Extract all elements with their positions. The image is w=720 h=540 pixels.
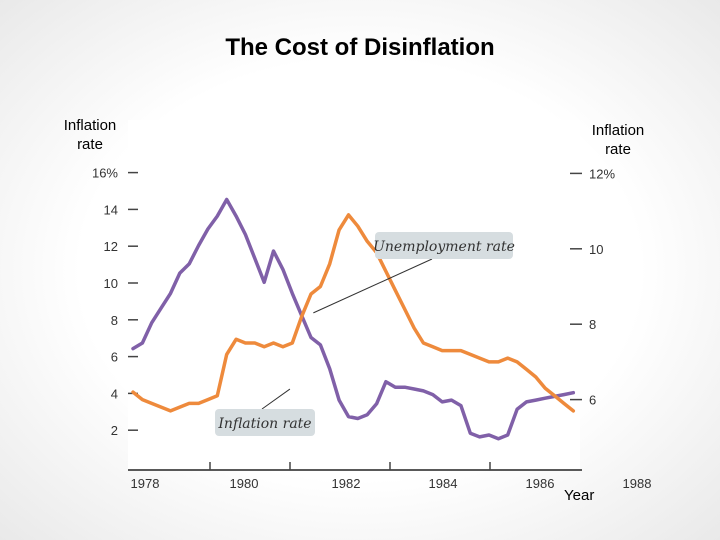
plot-area [128, 120, 580, 470]
unemployment-rate-line [131, 213, 576, 413]
annotation-label: Unemployment rate [373, 239, 515, 255]
left-tick-label: 8 [111, 313, 118, 328]
annotation-box [215, 409, 315, 436]
left-axis-title: Inflation rate [63, 117, 117, 153]
chart-title: The Cost of Disinflation [225, 34, 495, 61]
x-tick-label: 1982 [332, 476, 361, 491]
x-tick-label: 1978 [131, 476, 160, 491]
x-tick-label: 1984 [429, 476, 458, 491]
left-tick-label: 10 [104, 276, 118, 291]
annotation-leader-line [313, 258, 433, 314]
left-tick-label: 14 [104, 202, 118, 217]
left-tick-label: 6 [111, 350, 118, 365]
right-tick-label: 6 [589, 393, 596, 408]
x-tick-label: 1980 [230, 476, 259, 491]
annotation-box [375, 232, 513, 259]
right-tick-label: 8 [589, 317, 596, 332]
right-tick-label: 10 [589, 242, 603, 257]
annotation-leader-line [261, 388, 291, 410]
x-tick-label: 1988 [623, 476, 652, 491]
left-tick-label: 12 [104, 239, 118, 254]
left-tick-label: 16% [92, 166, 118, 181]
x-tick-label: 1986 [526, 476, 555, 491]
right-axis-title: Inflation rate [591, 122, 645, 158]
annotation-label: Inflation rate [217, 416, 311, 432]
left-tick-label: 2 [111, 423, 118, 438]
inflation-rate-line [131, 197, 576, 441]
right-tick-label: 12% [589, 166, 615, 181]
left-tick-label: 4 [111, 386, 118, 401]
x-axis-title: Year [564, 487, 595, 504]
